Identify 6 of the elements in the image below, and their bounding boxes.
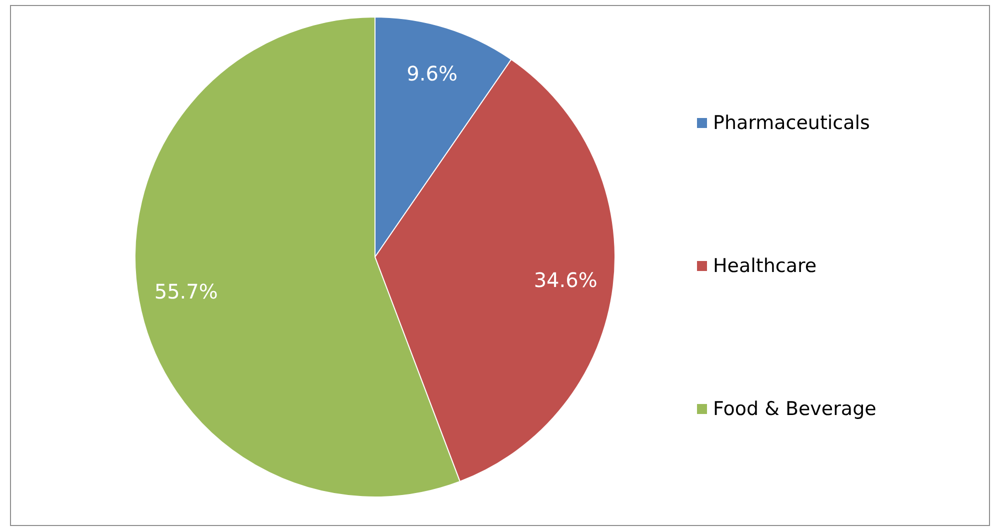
data-label: 34.6% — [534, 268, 598, 292]
legend-label: Healthcare — [713, 255, 817, 277]
legend-label: Food & Beverage — [713, 398, 876, 420]
data-label: 55.7% — [154, 280, 218, 304]
legend-label: Pharmaceuticals — [713, 112, 870, 134]
data-label: 9.6% — [406, 62, 458, 86]
